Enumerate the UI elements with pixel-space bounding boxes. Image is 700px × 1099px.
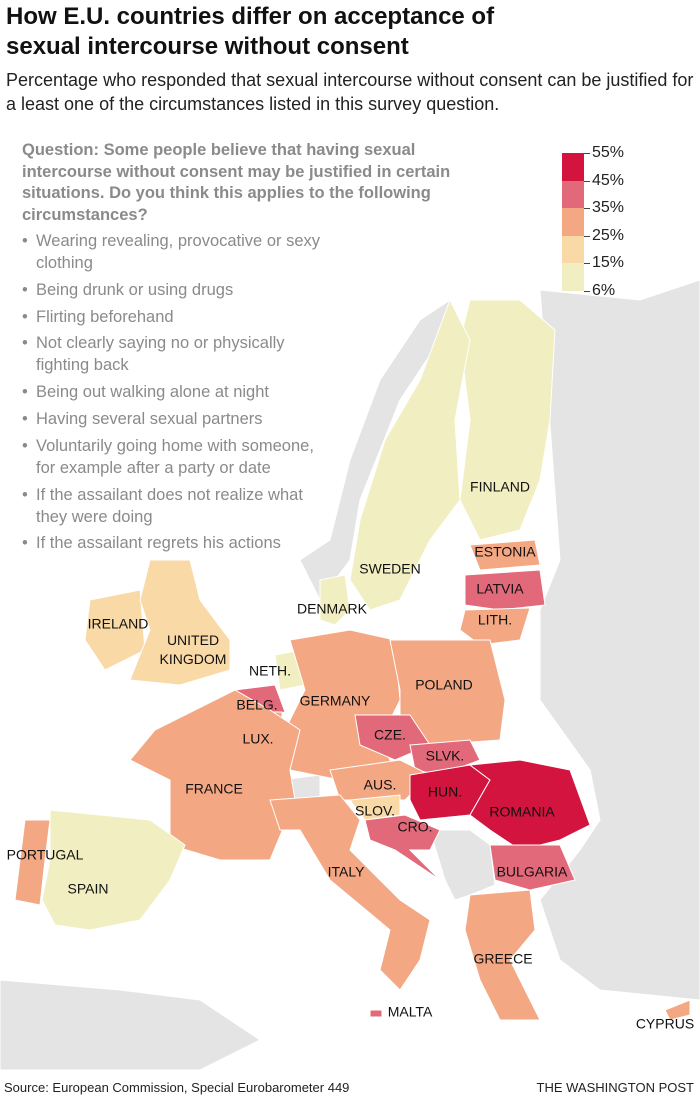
country-label: SLOV. (355, 803, 395, 819)
question-item-text: Not clearly saying no or physically figh… (36, 334, 285, 375)
legend-label: 35% (592, 199, 625, 216)
question-item-text: Being out walking alone at night (36, 383, 269, 402)
legend-label: 15% (592, 254, 625, 271)
credit: THE WASHINGTON POST (536, 1080, 694, 1095)
question-item: Wearing revealing, provocative or sexy c… (22, 230, 442, 274)
countries (14, 298, 691, 1021)
country-label: NETH. (249, 663, 291, 679)
country-label: DENMARK (297, 601, 368, 617)
country-label: BELG. (236, 697, 277, 713)
legend-label: 6% (592, 281, 616, 299)
country-label: LUX. (242, 731, 273, 747)
country (269, 794, 431, 991)
question-items: Wearing revealing, provocative or sexy c… (22, 230, 442, 559)
question-item-text: If the assailant regrets his actions (36, 534, 281, 553)
question-item: Having several sexual partners (22, 408, 442, 430)
legend-label: 45% (592, 171, 625, 189)
country (464, 889, 541, 1021)
country-label: SPAIN (68, 881, 109, 897)
country (84, 589, 146, 671)
country (349, 794, 401, 821)
land-africa (0, 979, 261, 1071)
country-label: PORTUGAL (7, 847, 84, 863)
country-label: ROMANIA (489, 804, 555, 820)
question-item: Being out walking alone at night (22, 381, 442, 403)
country-label: UNITED KINGDOM (160, 632, 227, 667)
legend-swatch (562, 208, 584, 236)
question-item: If the assailant regrets his actions (22, 532, 442, 554)
legend-tick (584, 208, 590, 209)
land-east (539, 279, 700, 1001)
country-label: BULGARIA (497, 864, 568, 880)
question-item-text: Flirting beforehand (36, 307, 174, 326)
source: Source: European Commission, Special Eur… (4, 1080, 350, 1095)
country (464, 569, 546, 611)
country (319, 574, 351, 626)
legend-tick (584, 263, 590, 264)
question-item-text: Being drunk or using drugs (36, 280, 234, 299)
legend-swatch (562, 263, 584, 291)
question-item: Flirting beforehand (22, 306, 442, 328)
legend-tick (584, 153, 590, 154)
title: How E.U. countries differ on acceptance … (6, 3, 495, 60)
legend-swatch (562, 235, 584, 263)
question-item-text: Having several sexual partners (36, 409, 263, 428)
country (364, 814, 441, 881)
legend-label: 25% (592, 226, 625, 244)
country (41, 809, 186, 931)
country (489, 844, 576, 891)
country-label: CYPRUS (636, 1016, 694, 1032)
country (129, 559, 231, 686)
question-item: Not clearly saying no or physically figh… (22, 332, 442, 376)
country-label: LATVIA (476, 581, 524, 597)
legend-label: 55% (592, 144, 625, 161)
country-label: IRELAND (88, 616, 149, 632)
country-label: AUS. (364, 777, 397, 793)
country (469, 539, 541, 571)
country-label: POLAND (415, 677, 473, 693)
country-label: FINLAND (470, 479, 530, 495)
country-label: SWEDEN (359, 561, 420, 577)
country-label: MALTA (388, 1004, 433, 1020)
country-label: ITALY (328, 864, 365, 880)
question-item: Being drunk or using drugs (22, 279, 442, 301)
country-labels: FINLAND SWEDEN ESTONIA LATVIA LITH. DENMARK IR… (7, 479, 695, 1032)
question-item: If the assailant does not realize what t… (22, 484, 442, 528)
country-label: GERMANY (300, 693, 371, 709)
country-label: GREECE (473, 951, 532, 967)
question-item: Voluntarily going home with someone, for… (22, 435, 442, 479)
land-balkans (429, 829, 496, 901)
country-label: CZE. (374, 727, 406, 743)
legend-tick (584, 235, 590, 237)
question-item-text: Wearing revealing, provocative or sexy c… (36, 232, 320, 272)
legend-tick (584, 180, 590, 182)
question-item-text: If the assailant does not realize what t… (36, 485, 303, 526)
legend-swatch (562, 153, 584, 181)
legend-tick (584, 290, 590, 292)
question: Question: Some people believe that havin… (22, 141, 451, 224)
country-label: ESTONIA (474, 544, 536, 560)
country-label: HUN. (428, 784, 462, 800)
legend-swatch (562, 180, 584, 208)
country-label: SLVK. (426, 748, 465, 764)
country (459, 607, 531, 646)
country-label: CRO. (398, 819, 433, 835)
country (664, 999, 691, 1021)
country-label: FRANCE (185, 781, 243, 797)
country-label: LITH. (478, 612, 512, 628)
country (369, 1009, 383, 1018)
question-item-text: Voluntarily going home with someone, for… (36, 436, 314, 477)
subtitle: Percentage who responded that sexual int… (6, 70, 694, 114)
country (459, 299, 556, 541)
